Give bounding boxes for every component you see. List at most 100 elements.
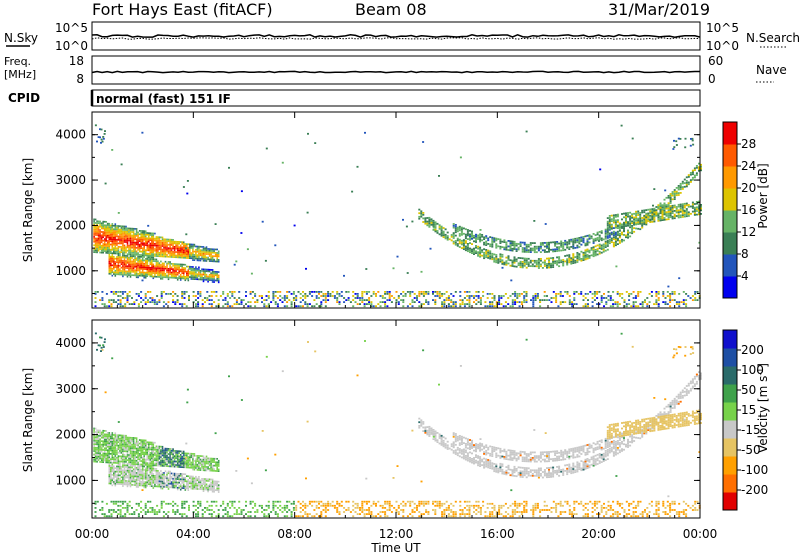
- heatmap-cell: [163, 473, 165, 476]
- heatmap-cell: [140, 262, 142, 265]
- heatmap-cell: [119, 474, 121, 477]
- heatmap-cell: [402, 301, 405, 303]
- heatmap-cell: [215, 295, 218, 297]
- heatmap-cell: [195, 268, 197, 270]
- heatmap-cell: [124, 291, 127, 293]
- heatmap-cell: [574, 237, 577, 240]
- heatmap-cell: [637, 217, 640, 220]
- heatmap-cell: [135, 472, 138, 474]
- heatmap-cell: [609, 305, 612, 308]
- heatmap-cell: [345, 291, 348, 293]
- heatmap-cell: [576, 257, 579, 260]
- heatmap-cell: [667, 209, 670, 211]
- heatmap-cell: [100, 236, 103, 238]
- heatmap-cell: [160, 246, 162, 249]
- heatmap-cell: [143, 268, 145, 270]
- heatmap-cell: [698, 200, 700, 203]
- heatmap-cell: [102, 457, 104, 460]
- heatmap-cell: [163, 463, 165, 466]
- heatmap-cell: [149, 469, 152, 472]
- heatmap-cell: [155, 267, 158, 269]
- heatmap-cell: [625, 236, 627, 239]
- heatmap-cell: [633, 220, 636, 222]
- heatmap-cell: [94, 439, 97, 442]
- heatmap-cell: [93, 225, 95, 228]
- heatmap-cell: [164, 451, 167, 453]
- heatmap-cell: [550, 297, 553, 299]
- heatmap-cell: [100, 239, 103, 242]
- heatmap-cell: [532, 305, 535, 308]
- heatmap-cell: [684, 146, 687, 149]
- heatmap-cell: [149, 263, 152, 266]
- heatmap-cell: [418, 217, 421, 220]
- heatmap-cell: [160, 265, 162, 268]
- heatmap-cell: [129, 236, 132, 238]
- heatmap-cell: [620, 124, 623, 127]
- heatmap-cell: [158, 248, 161, 251]
- heatmap-cell: [659, 215, 662, 218]
- heatmap-cell: [541, 249, 544, 252]
- heatmap-cell: [368, 291, 371, 293]
- heatmap-cell: [192, 266, 194, 268]
- heatmap-cell: [404, 295, 407, 297]
- heatmap-cell: [157, 238, 159, 240]
- heatmap-cell: [614, 235, 617, 238]
- heatmap-cell: [117, 479, 120, 482]
- heatmap-cell: [529, 265, 532, 267]
- heatmap-cell: [152, 473, 155, 475]
- heatmap-cell: [167, 252, 170, 255]
- heatmap-cell: [119, 467, 121, 470]
- heatmap-cell: [396, 255, 399, 258]
- heatmap-cell: [111, 235, 114, 237]
- heatmap-cell: [202, 247, 205, 250]
- heatmap-cell: [324, 295, 327, 297]
- heatmap-cell: [161, 458, 164, 460]
- heatmap-cell: [113, 271, 115, 274]
- heatmap-cell: [135, 229, 138, 232]
- heatmap-cell: [140, 254, 142, 256]
- heatmap-cell: [525, 291, 528, 293]
- heatmap-cell: [143, 275, 145, 277]
- heatmap-cell: [97, 447, 100, 449]
- heatmap-cell: [141, 266, 144, 269]
- heatmap-cell: [546, 247, 548, 250]
- heatmap-cell: [190, 266, 193, 268]
- heatmap-cell: [605, 297, 608, 299]
- heatmap-cell: [122, 455, 124, 458]
- heatmap-cell: [146, 485, 149, 487]
- heatmap-cell: [564, 248, 567, 251]
- heatmap-cell: [210, 255, 212, 257]
- heatmap-cell: [393, 297, 396, 299]
- heatmap-cell: [681, 210, 684, 213]
- heatmap-cell: [657, 297, 660, 299]
- heatmap-cell: [108, 463, 111, 466]
- heatmap-cell: [598, 303, 601, 305]
- heatmap-cell: [167, 484, 170, 487]
- heatmap-cell: [134, 482, 136, 485]
- heatmap-cell: [155, 237, 158, 240]
- heatmap-cell: [149, 234, 152, 236]
- heatmap-cell: [148, 270, 150, 272]
- heatmap-cell: [233, 291, 236, 293]
- heatmap-cell: [445, 299, 448, 301]
- heatmap-cell: [105, 454, 107, 457]
- heatmap-cell: [517, 264, 520, 266]
- heatmap-cell: [106, 451, 109, 453]
- heatmap-cell: [152, 268, 155, 271]
- heatmap-cell: [138, 254, 141, 256]
- heatmap-cell: [151, 265, 153, 267]
- heatmap-cell: [149, 467, 152, 470]
- heatmap-cell: [116, 269, 118, 272]
- heatmap-cell: [473, 249, 475, 252]
- heatmap-cell: [122, 254, 124, 257]
- heatmap-cell: [123, 480, 126, 482]
- heatmap-cell: [167, 261, 170, 263]
- heatmap-cell: [189, 250, 191, 253]
- heatmap-cell: [100, 227, 103, 230]
- heatmap-cell: [623, 229, 625, 232]
- heatmap-cell: [181, 248, 183, 250]
- heatmap-cell: [627, 213, 629, 216]
- heatmap-cell: [125, 481, 127, 484]
- heatmap-cell: [205, 268, 208, 271]
- heatmap-cell: [515, 265, 518, 268]
